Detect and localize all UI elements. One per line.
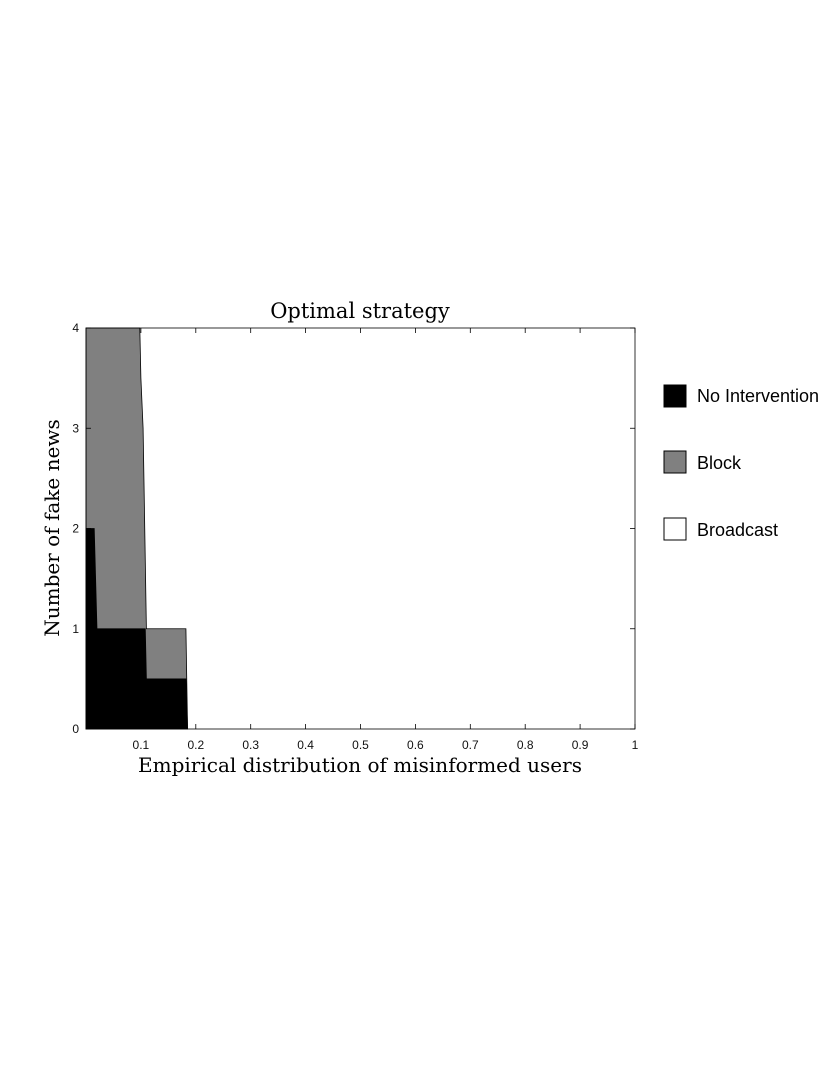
legend-label-no-intervention: No Intervention — [697, 386, 819, 406]
x-tick-label: 0.5 — [352, 738, 369, 752]
x-tick-label: 0.4 — [297, 738, 314, 752]
x-tick-label: 1 — [632, 738, 639, 752]
chart-title: Optimal strategy — [270, 299, 450, 323]
x-tick-label: 0.2 — [187, 738, 204, 752]
x-tick-label: 0.3 — [242, 738, 259, 752]
plot-area — [85, 327, 636, 730]
legend-swatch-no-intervention — [663, 384, 687, 408]
x-tick-label: 0.8 — [517, 738, 534, 752]
y-tick-label: 2 — [72, 522, 79, 536]
y-tick-label: 0 — [72, 722, 79, 736]
y-axis-label: Number of fake news — [40, 419, 64, 636]
legend-swatch-broadcast — [663, 517, 687, 541]
legend-label-block: Block — [697, 453, 742, 473]
legend: No Intervention Block Broadcast — [663, 384, 819, 541]
y-tick-label: 4 — [72, 321, 79, 335]
y-axis-ticks: 0 1 2 3 4 — [72, 321, 635, 736]
x-tick-label: 0.1 — [133, 738, 150, 752]
x-tick-label: 0.6 — [407, 738, 424, 752]
y-tick-label: 1 — [72, 622, 79, 636]
x-axis-ticks: 0.1 0.2 0.3 0.4 0.5 0.6 0.7 0.8 0.9 1 — [133, 328, 639, 752]
y-tick-label: 3 — [72, 421, 79, 435]
x-axis-label: Empirical distribution of misinformed us… — [138, 753, 582, 777]
legend-swatch-block — [663, 450, 687, 474]
legend-label-broadcast: Broadcast — [697, 520, 778, 540]
x-tick-label: 0.9 — [572, 738, 589, 752]
x-tick-label: 0.7 — [462, 738, 479, 752]
